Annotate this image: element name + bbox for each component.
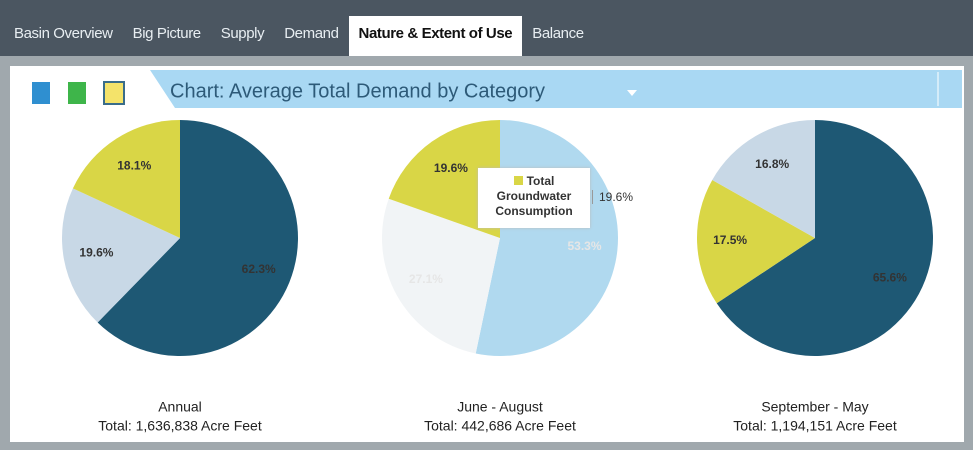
tab[interactable]: Nature & Extent of Use	[348, 16, 523, 56]
tooltip-value: 19.6%	[592, 190, 633, 204]
tab-bar: Basin Overview Big Picture Supply Demand Nat…	[0, 0, 973, 56]
slice-label: 27.1%	[409, 272, 443, 286]
slice-label: 19.6%	[79, 246, 113, 260]
tooltip-label: Total Groundwater Consumption	[495, 174, 573, 218]
pie-subtitle: Total: 1,636,838 Acre Feet	[98, 418, 262, 434]
tab[interactable]: Supply	[220, 25, 265, 42]
chart-title: Chart: Average Total Demand by Category	[170, 80, 545, 102]
slice-label: 19.6%	[434, 161, 468, 175]
tooltip: Total Groundwater Consumption	[478, 168, 590, 228]
slice-label: 17.5%	[713, 233, 747, 247]
pie-slice	[712, 120, 815, 238]
tooltip-swatch	[513, 176, 523, 185]
tab[interactable]: Demand	[284, 25, 339, 42]
pie-subtitle: Total: 1,194,151 Acre Feet	[733, 418, 897, 434]
slice-label: 18.1%	[117, 159, 151, 173]
slice-label: 53.3%	[567, 239, 601, 253]
pie-slice	[97, 120, 298, 356]
pie-title: September - May	[761, 399, 868, 415]
pie-title: June - August	[457, 399, 543, 415]
pie-subtitle: Total: 442,686 Acre Feet	[424, 418, 576, 434]
table-icon[interactable]	[32, 82, 50, 104]
icon-area	[12, 70, 175, 108]
pie-slice	[61, 188, 181, 323]
excel-icon[interactable]	[68, 82, 86, 104]
slice-label: 65.6%	[873, 270, 907, 284]
pie-title: Annual	[158, 399, 202, 415]
dropdown-arrow[interactable]	[627, 90, 637, 96]
pie-slice	[697, 179, 815, 304]
tab[interactable]: Balance	[532, 25, 584, 42]
pie-slice	[716, 120, 933, 356]
chart-icon[interactable]	[103, 81, 125, 105]
pie-slice	[388, 120, 500, 238]
tab[interactable]: Basin Overview	[14, 25, 113, 42]
tab[interactable]: Big Picture	[132, 25, 202, 42]
slice-label: 62.3%	[242, 262, 276, 276]
pie-slice	[382, 198, 500, 354]
slice-label: 16.8%	[755, 157, 789, 171]
pie-slice	[72, 120, 180, 238]
